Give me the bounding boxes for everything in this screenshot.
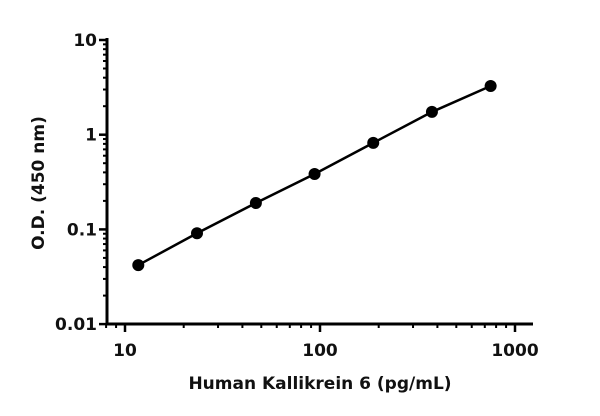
series-standard-curve <box>132 79 497 272</box>
y-axis: 0.01 0.1 1 10 <box>55 31 109 335</box>
y-tick-label: 1 <box>85 126 97 146</box>
data-point <box>190 227 203 240</box>
x-tick-label: 100 <box>302 341 338 361</box>
data-point <box>132 259 145 272</box>
x-axis-title: Human Kallikrein 6 (pg/mL) <box>188 374 451 394</box>
data-point <box>367 136 380 149</box>
x-tick-label: 1000 <box>491 341 538 361</box>
y-tick-label: 10 <box>73 31 97 51</box>
x-tick-label: 10 <box>113 341 137 361</box>
y-tick-label: 0.1 <box>67 220 97 240</box>
y-axis-title: O.D. (450 nm) <box>29 116 49 250</box>
y-tick-label: 0.01 <box>55 315 97 335</box>
data-point <box>249 197 262 210</box>
data-point <box>308 167 321 180</box>
x-axis: 10 100 1000 <box>105 322 539 361</box>
data-point <box>484 79 497 92</box>
data-point <box>425 105 438 118</box>
